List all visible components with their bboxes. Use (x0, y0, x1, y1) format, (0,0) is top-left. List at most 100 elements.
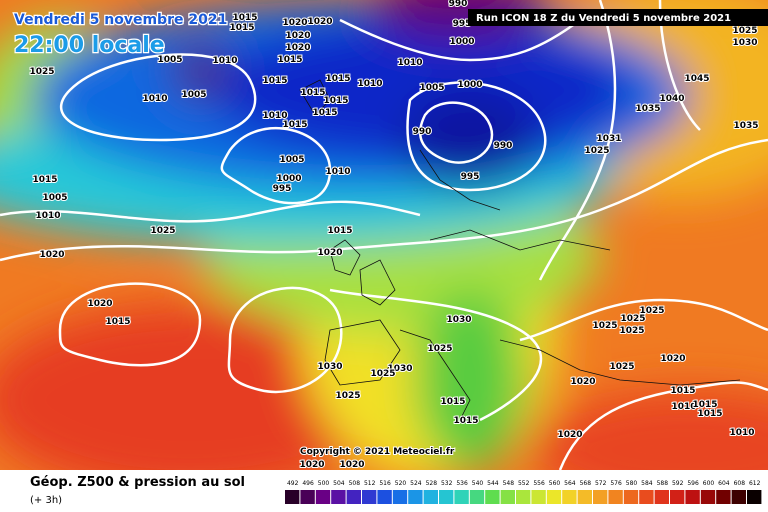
date-text: Vendredi 5 novembre 2021 (14, 12, 227, 28)
isobar-label: 1020 (282, 18, 307, 28)
isobar-label: 1025 (427, 344, 452, 354)
isobar-label: 995 (273, 184, 292, 194)
scale-label: 536 (456, 480, 468, 487)
scale-swatch (516, 490, 531, 504)
isobar-label: 1025 (335, 391, 360, 401)
scale-label: 516 (379, 480, 391, 487)
isobar-label: 1000 (457, 80, 482, 90)
isobar-label: 1035 (733, 121, 758, 131)
scale-swatch (377, 490, 392, 504)
isobar-label: 1025 (584, 146, 609, 156)
isobar-label: 1005 (419, 83, 444, 93)
scale-swatch (531, 490, 546, 504)
isobar-label: 1020 (557, 430, 582, 440)
scale-swatch (654, 490, 669, 504)
time-text: 22:00 locale (14, 33, 165, 58)
isobar-label: 1020 (39, 250, 64, 260)
footer-subtitle: (+ 3h) (30, 495, 62, 506)
isobar-label: 1025 (150, 226, 175, 236)
scale-label: 556 (533, 480, 545, 487)
isobar-label: 995 (461, 172, 480, 182)
isobar-label: 1035 (635, 104, 660, 114)
isobar-label: 1025 (732, 26, 757, 36)
scale-swatch (500, 490, 515, 504)
scale-label: 608 (734, 480, 746, 487)
isobar-label: 1025 (619, 326, 644, 336)
scale-swatch (469, 490, 485, 504)
run-banner (468, 9, 768, 26)
isobar-label: 1010 (671, 402, 696, 412)
isobar-label: 1010 (357, 79, 382, 89)
scale-label: 544 (487, 480, 499, 487)
isobar-label: 1020 (570, 377, 595, 387)
scale-label: 524 (410, 480, 422, 487)
isobar-label: 1010 (262, 111, 287, 121)
isobar-label: 1015 (312, 108, 337, 118)
isobar-label: 990 (413, 127, 432, 137)
scale-label: 520 (395, 480, 407, 487)
isobar-label: 1031 (596, 134, 621, 144)
scale-label: 600 (703, 480, 715, 487)
scale-swatch (623, 490, 639, 504)
isobar-label: 1020 (87, 299, 112, 309)
isobar-label: 1000 (276, 174, 301, 184)
scale-label: 564 (564, 480, 576, 487)
scale-swatch (331, 490, 346, 504)
scale-swatch (439, 490, 454, 504)
isobar-label: 1025 (609, 362, 634, 372)
isobar-label: 1010 (142, 94, 167, 104)
isobar-label: 1015 (300, 88, 325, 98)
scale-swatch (408, 490, 423, 504)
isobar-label: 1030 (446, 315, 471, 325)
copyright: Copyright © 2021 Meteociel.fr (300, 447, 455, 457)
scale-label: 548 (503, 480, 515, 487)
isobar-label: 1010 (212, 56, 237, 66)
isobar-label: 990 (449, 0, 468, 9)
isobar-label: 1015 (325, 74, 350, 84)
isobar-label: 1005 (42, 193, 67, 203)
scale-label: 512 (364, 480, 376, 487)
scale-swatch (639, 490, 654, 504)
scale-swatch (315, 490, 331, 504)
scale-label: 528 (426, 480, 438, 487)
isobar-label: 1020 (285, 43, 310, 53)
scale-swatch (716, 490, 731, 504)
isobar-label: 1010 (325, 167, 350, 177)
scale-swatch (392, 490, 408, 504)
scale-label: 532 (441, 480, 453, 487)
scale-label: 580 (626, 480, 638, 487)
scale-label: 504 (333, 480, 345, 487)
isobar-label: 1025 (620, 314, 645, 324)
isobar-lines (0, 0, 768, 470)
scale-swatch (546, 490, 562, 504)
isobar-label: 1020 (339, 460, 364, 470)
isobar-label: 1010 (397, 58, 422, 68)
scale-label: 592 (672, 480, 684, 487)
scale-swatch (577, 490, 592, 504)
isobar-label: 1015 (323, 96, 348, 106)
isobar-label: 1015 (277, 55, 302, 65)
isobar-label: 1005 (157, 55, 182, 65)
scale-swatch (700, 490, 716, 504)
scale-label: 584 (641, 480, 653, 487)
scale-swatch (608, 490, 623, 504)
scale-label: 496 (302, 480, 314, 487)
coastlines (299, 79, 741, 421)
scale-swatch (593, 490, 608, 504)
isobar-label: 1015 (282, 120, 307, 130)
scale-label: 604 (718, 480, 730, 487)
scale-label: 576 (610, 480, 622, 487)
isobar-label: 1015 (229, 23, 254, 33)
scale-label: 612 (749, 480, 761, 487)
scale-label: 508 (349, 480, 361, 487)
scale-label: 552 (518, 480, 530, 487)
scale-swatch (285, 490, 300, 504)
isobar-label: 1005 (279, 155, 304, 165)
isobar-label: 1020 (660, 354, 685, 364)
isobar-label: 1015 (327, 226, 352, 236)
isobar-label: 1020 (285, 31, 310, 41)
isobar-label: 1030 (317, 362, 342, 372)
isobar-label: 1015 (232, 13, 257, 23)
